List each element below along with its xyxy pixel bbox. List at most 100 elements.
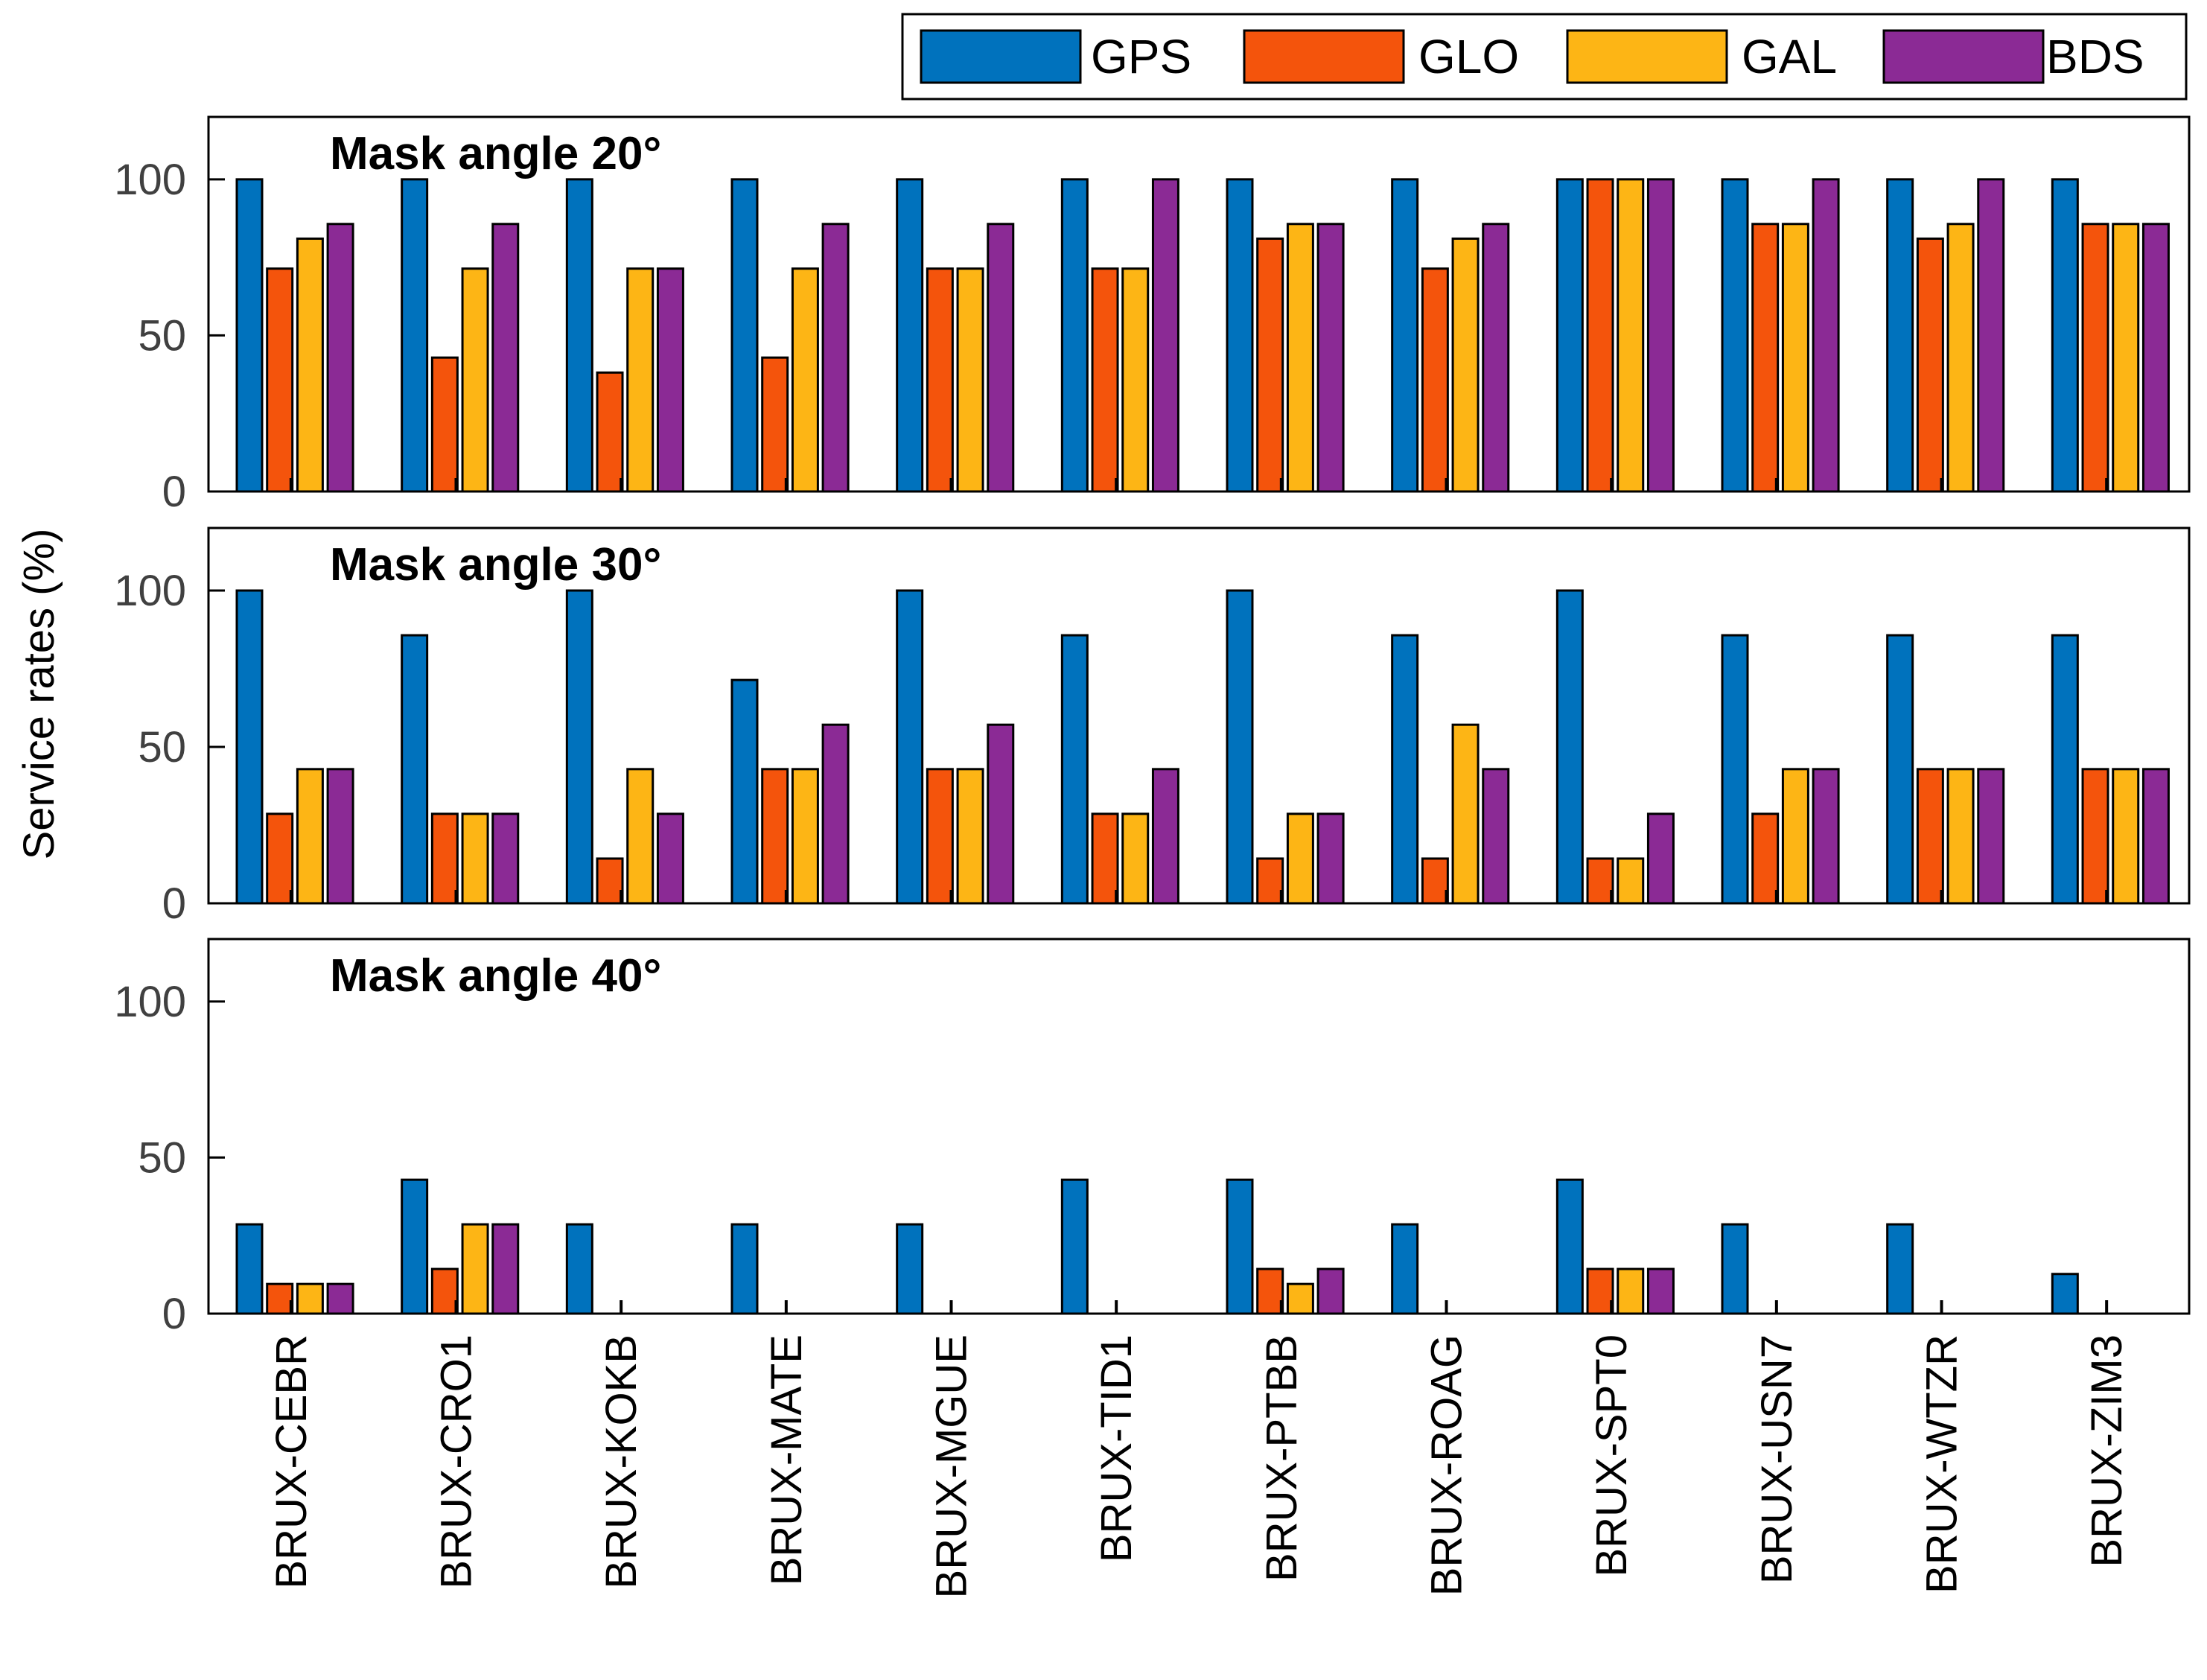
bar-2-glo-brux-ptbb [1256,857,1284,905]
category-label-brux-wtzr: BRUX-WTZR [1918,1334,1966,1594]
bar-2-gal-brux-roag [1451,723,1480,905]
bar-2-bds-brux-ptbb [1316,812,1345,905]
bar-2-glo-brux-zim3 [2081,768,2109,905]
bar-2-gal-brux-usn7 [1781,768,1809,905]
bar-2-bds-brux-kokb [656,812,684,905]
bar-1-glo-brux-wtzr [1916,237,1944,493]
category-label-brux-kokb: BRUX-KOKB [597,1334,646,1589]
bar-3-gps-brux-wtzr [1886,1223,1914,1315]
bar-1-gps-brux-kokb [565,178,593,493]
bar-2-gps-brux-cebr [235,589,264,905]
bar-1-gal-brux-mate [791,267,819,493]
bar-2-gps-brux-mate [730,678,759,905]
bar-3-gal-brux-spt0 [1617,1267,1645,1315]
bar-1-gps-brux-mgue [896,178,924,493]
bar-3-gps-brux-cro1 [401,1178,429,1315]
panel-3-frame [207,938,2191,1315]
category-label-brux-mate: BRUX-MATE [762,1334,811,1585]
bar-1-gps-brux-zim3 [2051,178,2079,493]
panel-2-ytick-label-50: 50 [138,723,186,771]
bar-3-bds-brux-ptbb [1316,1267,1345,1315]
bar-1-glo-brux-kokb [596,371,624,493]
bar-2-glo-brux-mate [761,768,789,905]
bar-2-gal-brux-tid1 [1121,812,1150,905]
bar-2-glo-brux-wtzr [1916,768,1944,905]
bar-2-bds-brux-tid1 [1151,768,1179,905]
bar-2-glo-brux-cro1 [430,812,459,905]
bar-2-bds-brux-wtzr [1977,768,2005,905]
category-label-brux-mgue: BRUX-MGUE [928,1334,976,1598]
bar-3-gps-brux-mate [730,1223,759,1315]
bar-3-gps-brux-mgue [896,1223,924,1315]
bar-2-bds-brux-usn7 [1812,768,1840,905]
bar-1-bds-brux-wtzr [1977,178,2005,493]
bar-3-bds-brux-spt0 [1646,1267,1675,1315]
bar-2-gps-brux-zim3 [2051,634,2079,905]
legend-label-gal: GAL [1742,30,1837,83]
bar-1-gps-brux-tid1 [1060,178,1089,493]
bar-3-gps-brux-cebr [235,1223,264,1315]
bar-1-glo-brux-tid1 [1091,267,1119,493]
bar-2-bds-brux-cro1 [491,812,520,905]
bar-2-gal-brux-mgue [956,768,984,905]
panel-2-ytick-label-100: 100 [114,567,186,615]
category-label-brux-roag: BRUX-ROAG [1423,1334,1471,1596]
bar-1-bds-brux-kokb [656,267,684,493]
bar-1-gps-brux-cro1 [401,178,429,493]
bar-2-gal-brux-ptbb [1286,812,1314,905]
bar-2-bds-brux-mgue [987,723,1015,905]
bar-2-glo-brux-mgue [926,768,954,905]
bar-3-glo-brux-ptbb [1256,1267,1284,1315]
bar-2-gps-brux-kokb [565,589,593,905]
bar-3-gal-brux-cebr [296,1282,324,1315]
bar-3-glo-brux-cebr [266,1282,294,1315]
bar-1-bds-brux-usn7 [1812,178,1840,493]
bar-3-glo-brux-spt0 [1586,1267,1614,1315]
bar-2-glo-brux-spt0 [1586,857,1614,905]
bar-2-glo-brux-roag [1421,857,1449,905]
bar-1-gal-brux-spt0 [1617,178,1645,493]
bar-1-bds-brux-spt0 [1646,178,1675,493]
bar-1-glo-brux-usn7 [1751,223,1780,493]
bar-2-gal-brux-cro1 [461,812,489,905]
bar-1-bds-brux-zim3 [2141,223,2170,493]
bar-1-glo-brux-spt0 [1586,178,1614,493]
panel-3-ytick-label-50: 50 [138,1133,186,1182]
bar-2-glo-brux-kokb [596,857,624,905]
bar-2-bds-brux-mate [821,723,850,905]
bar-3-gal-brux-ptbb [1286,1282,1314,1315]
panel-1-title: Mask angle 20° [330,128,661,179]
bar-1-gps-brux-spt0 [1555,178,1584,493]
bar-1-gal-brux-kokb [626,267,655,493]
bar-1-gal-brux-mgue [956,267,984,493]
bar-3-gps-brux-spt0 [1555,1178,1584,1315]
bar-1-bds-brux-roag [1482,223,1510,493]
bar-2-glo-brux-tid1 [1091,812,1119,905]
category-label-brux-zim3: BRUX-ZIM3 [2083,1334,2131,1568]
bar-1-gal-brux-tid1 [1121,267,1150,493]
bar-2-gps-brux-tid1 [1060,634,1089,905]
category-label-brux-spt0: BRUX-SPT0 [1587,1334,1636,1577]
bar-2-gps-brux-spt0 [1555,589,1584,905]
bar-2-bds-brux-spt0 [1646,812,1675,905]
bar-1-glo-brux-cro1 [430,356,459,493]
panel-3-ytick-label-100: 100 [114,978,186,1026]
legend-swatch-bds [1882,29,2045,84]
bar-3-bds-brux-cro1 [491,1223,520,1315]
bar-2-bds-brux-roag [1482,768,1510,905]
panel-2-frame [207,526,2191,905]
bar-2-gps-brux-wtzr [1886,634,1914,905]
bar-1-bds-brux-mate [821,223,850,493]
panel-2-title: Mask angle 30° [330,539,661,591]
bar-1-glo-brux-ptbb [1256,237,1284,493]
bar-2-glo-brux-cebr [266,812,294,905]
bar-3-gps-brux-ptbb [1226,1178,1254,1315]
panel-1-ytick-label-100: 100 [114,156,186,204]
category-label-brux-tid1: BRUX-TID1 [1092,1334,1141,1562]
bar-2-gps-brux-ptbb [1226,589,1254,905]
bar-2-glo-brux-usn7 [1751,812,1780,905]
bar-2-bds-brux-cebr [326,768,354,905]
bar-1-gps-brux-cebr [235,178,264,493]
bar-2-gal-brux-wtzr [1946,768,1975,905]
